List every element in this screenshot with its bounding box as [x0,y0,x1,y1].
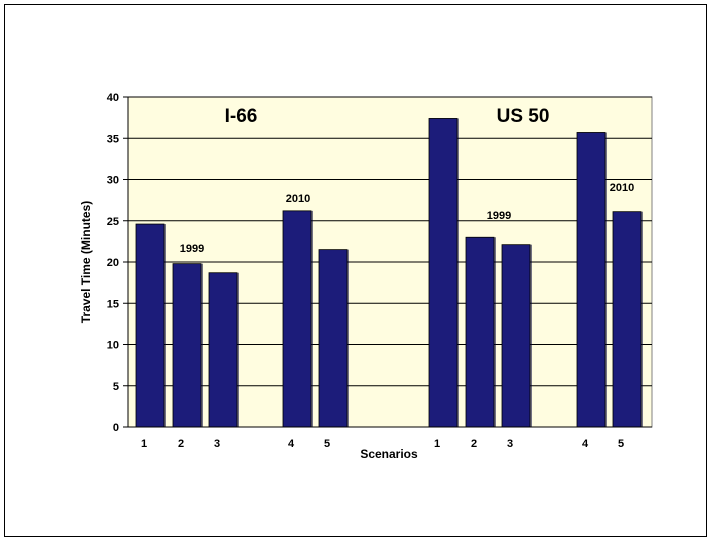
x-tick-label: 2 [471,438,477,450]
annotation-i66-2010: 2010 [286,193,310,205]
bar [172,263,202,428]
y-tick-label: 5 [113,381,119,393]
bar [612,211,642,428]
annotation-i66-1999: 1999 [180,243,204,255]
y-tick-label: 10 [107,340,119,352]
bar [282,210,312,428]
y-tick-label: 25 [107,216,119,228]
x-tick-label: 4 [288,438,295,450]
bar [465,236,495,428]
group-label-us50: US 50 [497,106,550,127]
bar [318,249,348,428]
x-tick-label: 5 [618,438,624,450]
x-tick-label: 3 [214,438,220,450]
axes [123,96,652,428]
x-tick-label: 3 [507,438,513,450]
x-tick-label: 1 [141,438,147,450]
x-tick-label: 4 [582,438,589,450]
bar [501,244,531,428]
annotation-us50-2010: 2010 [610,182,634,194]
annotation-us50-1999: 1999 [487,210,511,222]
bar [576,132,606,428]
group-label-i66: I-66 [225,106,258,127]
bar [428,118,458,428]
bars [135,118,643,428]
y-axis-label: Travel Time (Minutes) [79,201,93,323]
x-tick-labels: 1 2 3 4 5 1 2 3 4 5 [141,438,624,450]
x-axis-label: Scenarios [360,447,418,461]
y-tick-label: 15 [107,298,119,310]
x-tick-label: 1 [434,438,440,450]
y-tick-labels: 0 5 10 15 20 25 30 35 40 [107,92,119,434]
y-tick-label: 20 [107,257,119,269]
bar [208,272,238,428]
y-tick-label: 0 [113,422,119,434]
x-tick-label: 5 [324,438,330,450]
y-tick-label: 40 [107,92,119,104]
y-tick-label: 35 [107,133,119,145]
x-tick-label: 2 [178,438,184,450]
bar [135,223,165,428]
y-tick-label: 30 [107,175,119,187]
